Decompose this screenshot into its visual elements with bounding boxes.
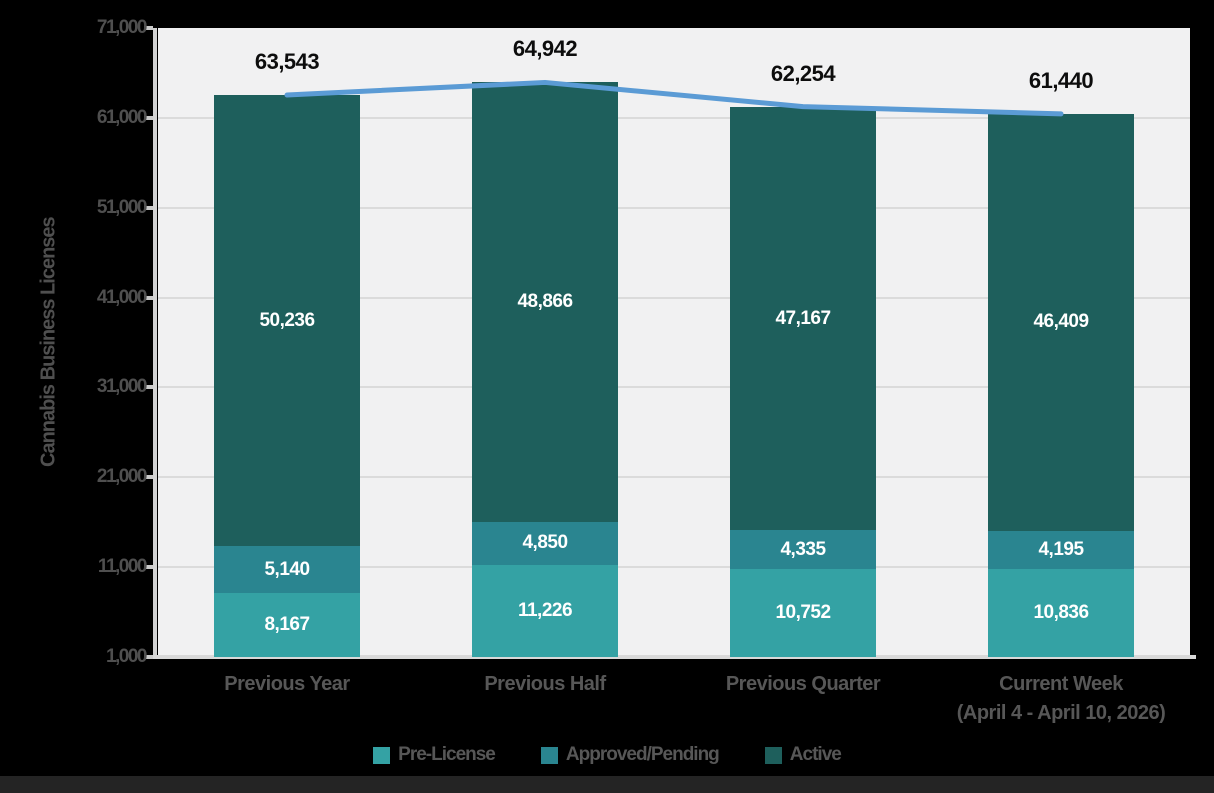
gridline [158,116,1190,119]
bar-segment-label: 50,236 [259,309,315,331]
legend-swatch-icon [540,746,558,764]
y-tick-label: 11,000 [97,556,148,578]
x-category-label: Previous Half [484,673,606,695]
bar-segment-label: 46,409 [1033,311,1089,333]
bar-total-label: 62,254 [770,60,836,86]
x-category-label: Previous Year [224,673,350,695]
gridline [158,296,1190,299]
bar-segment-active [988,113,1134,531]
bar-segment-pre-license [988,568,1134,657]
bar-segment-label: 11,226 [517,600,573,622]
y-axis-tick [144,295,153,300]
gridline [158,566,1190,569]
y-axis-tick [144,205,153,210]
x-axis-line [150,655,1196,659]
legend-item: Active [764,744,842,766]
y-tick-label: 61,000 [96,106,148,128]
legend-label: Active [789,744,842,765]
bar-segment-label: 48,866 [517,290,573,312]
bar-segment-pre-license [730,569,876,657]
bar-total-label: 63,543 [254,49,320,74]
y-axis-title: Cannabis Business Licenses [37,217,60,468]
y-axis-tick [144,655,153,659]
legend-label: Approved/Pending [565,744,720,765]
bar-segment-pre-license [472,565,618,657]
y-tick-label: 71,000 [96,17,148,38]
bar-segment-approved-pending [730,530,876,570]
bar-total-label: 61,440 [1028,67,1094,93]
y-tick-label: 21,000 [96,466,148,488]
bar-segment-label: 8,167 [264,613,310,635]
y-axis-tick [144,115,153,120]
bottom-edge-strip [0,776,1214,793]
bar-segment-label: 10,836 [1033,601,1089,623]
bar-segment-active [730,106,876,531]
gridline [158,386,1190,389]
gridline [158,476,1190,479]
y-tick-label: 41,000 [96,286,148,308]
bar-segment-approved-pending [472,521,618,566]
legend: Pre-License Approved/Pending Active [0,744,1214,766]
y-axis-tick [144,475,153,480]
y-tick-label: 51,000 [96,196,148,218]
bar-segment-active [472,82,618,522]
bar-segment-approved-pending [988,530,1134,569]
bar-segment-approved-pending [214,546,360,593]
legend-item: Pre-License [373,744,496,766]
y-axis-tick [144,26,153,30]
bar-segment-label: 5,140 [264,558,310,580]
bar-segment-label: 4,195 [1038,538,1084,560]
y-tick-label: 31,000 [96,376,148,398]
bar-segment-label: 4,850 [522,532,568,554]
legend-item: Approved/Pending [540,744,720,766]
bar-segment-label: 4,335 [780,538,826,560]
y-axis-line [153,28,157,657]
y-tick-label: 1,000 [105,646,148,667]
bar-segment-label: 47,167 [775,307,831,329]
x-category-label: Current Week (April 4 - April 10, 2026) [956,673,1166,724]
legend-label: Pre-License [398,744,496,765]
bar-total-label: 64,942 [512,36,578,62]
legend-swatch-icon [764,746,782,764]
legend-swatch-icon [373,746,391,764]
y-axis-tick [144,565,153,570]
x-category-label: Previous Quarter [725,673,881,695]
y-axis-tick [144,385,153,390]
gridline [158,206,1190,209]
bar-segment-label: 10,752 [775,602,831,624]
bar-segment-pre-license [214,592,360,657]
bar-segment-active [214,95,360,547]
